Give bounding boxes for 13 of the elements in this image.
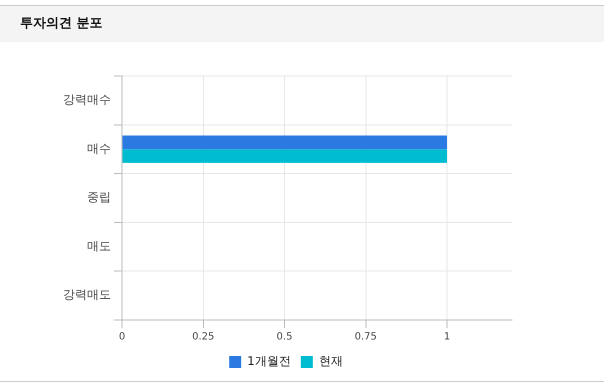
x-tick-label: 0.25 — [192, 332, 214, 343]
legend-label: 1개월전 — [247, 354, 291, 368]
x-tick-label: 0.5 — [276, 332, 292, 343]
y-tick-label: 강력매도 — [63, 288, 111, 302]
y-tick-label: 매수 — [87, 141, 111, 156]
y-tick-label: 강력매수 — [63, 92, 111, 107]
y-tick-label: 중립 — [87, 190, 111, 204]
x-tick-label: 0.75 — [354, 332, 377, 343]
x-tick-label: 0 — [118, 332, 126, 343]
legend-label: 현재 — [318, 354, 343, 368]
chart-title: 투자의견 분포 — [0, 6, 604, 42]
y-tick-label: 매도 — [87, 238, 111, 253]
x-tick-label: 1 — [444, 332, 450, 343]
